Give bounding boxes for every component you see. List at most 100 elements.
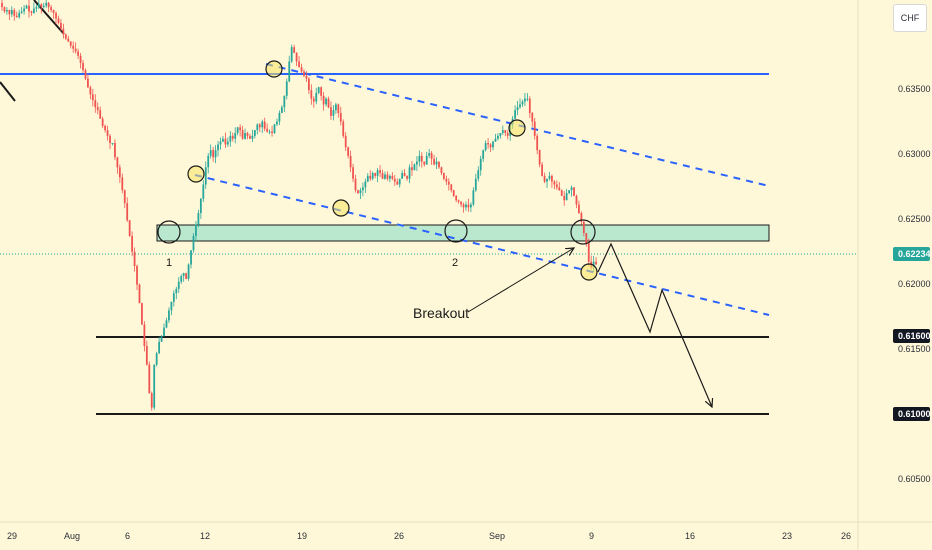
support-zone[interactable]	[156, 224, 770, 242]
candle-body	[418, 155, 421, 162]
projection-path[interactable]	[597, 242, 712, 407]
candle-body	[55, 12, 57, 19]
candle-body	[497, 135, 499, 139]
candle-body	[546, 178, 548, 182]
candle-body	[364, 181, 367, 188]
candle-body	[91, 94, 94, 101]
candle-body	[15, 15, 18, 18]
candle-body	[563, 195, 566, 201]
candle-body	[3, 7, 6, 12]
candle-body	[87, 78, 89, 88]
x-tick-label: 26	[841, 531, 851, 541]
candle-body	[69, 41, 72, 46]
candle-body	[13, 10, 16, 16]
x-tick-label: Sep	[489, 531, 505, 541]
candle-body	[570, 187, 573, 191]
candle-body	[435, 161, 438, 165]
candle-body	[145, 346, 148, 365]
candle-body	[391, 175, 394, 179]
candle-body	[411, 167, 413, 171]
candle-body	[276, 121, 278, 125]
candle-body	[565, 193, 568, 201]
candle-body	[430, 153, 433, 159]
candle-body	[514, 110, 516, 119]
x-tick-label: 29	[7, 531, 17, 541]
candle-body	[271, 131, 273, 134]
candle-body	[290, 47, 293, 62]
channel-upper-line[interactable]	[265, 63, 770, 187]
candle-body	[60, 22, 62, 29]
candle-body	[160, 336, 163, 342]
candle-body	[28, 5, 30, 12]
candle-body	[354, 178, 357, 191]
candle-body	[37, 4, 40, 8]
candle-body	[141, 303, 143, 325]
candle-body	[246, 133, 249, 136]
candle-body	[99, 110, 102, 119]
candle-body	[543, 175, 546, 182]
candle-body	[499, 133, 502, 136]
candle-body	[457, 200, 460, 202]
candle-body	[420, 155, 423, 162]
candle-body	[526, 98, 529, 100]
trendline-left-edge[interactable]	[0, 81, 16, 102]
candle-body	[67, 38, 70, 42]
x-tick-label: 23	[782, 531, 792, 541]
x-tick-label: 9	[589, 531, 594, 541]
candle-body	[249, 135, 251, 139]
label-touch-2: 2	[452, 257, 458, 269]
candle-body	[236, 127, 239, 134]
candle-body	[111, 143, 114, 145]
candle-body	[298, 61, 300, 68]
candle-body	[548, 175, 551, 179]
candle-body	[450, 184, 453, 191]
candles	[1, 0, 598, 411]
candle-body	[30, 11, 33, 13]
currency-button[interactable]: CHF	[893, 4, 927, 32]
candle-body	[573, 187, 575, 196]
y-tick-label: 0.60500	[898, 474, 931, 484]
candle-body	[283, 95, 286, 108]
current-price-tag[interactable]: 0.62234	[893, 247, 931, 261]
y-tick-label: 0.62500	[898, 214, 931, 224]
candle-body	[253, 130, 256, 136]
x-tick-label: 12	[200, 531, 210, 541]
candle-body	[153, 364, 156, 408]
candle-body	[516, 107, 519, 111]
candle-body	[266, 128, 269, 132]
candle-body	[371, 173, 374, 179]
breakout-arrow[interactable]	[467, 248, 574, 313]
candle-body	[241, 130, 244, 139]
candle-body	[531, 112, 534, 122]
candle-body	[528, 98, 531, 113]
candle-body	[47, 2, 50, 8]
candle-body	[482, 150, 485, 159]
candle-body	[136, 266, 138, 285]
candle-body	[551, 175, 553, 182]
candle-body	[320, 87, 323, 96]
label-touch-1: 1	[166, 257, 172, 269]
candle-body	[84, 70, 87, 79]
support-1-price-tag[interactable]: 0.61600	[893, 329, 931, 343]
candle-body	[325, 98, 327, 105]
candle-body	[300, 67, 303, 72]
candle-body	[20, 11, 23, 13]
candle-body	[202, 184, 205, 199]
candle-body	[23, 8, 25, 12]
candle-body	[199, 198, 202, 214]
candle-body	[501, 130, 504, 134]
candle-body	[578, 204, 580, 214]
support-2-price-tag[interactable]: 0.61000	[893, 407, 931, 421]
candle-body	[423, 161, 426, 165]
channel-lower-line[interactable]	[194, 174, 770, 316]
candle-body	[317, 87, 320, 93]
candle-body	[558, 187, 561, 191]
candle-body	[521, 101, 524, 105]
candle-body	[452, 190, 455, 196]
candle-body	[104, 125, 107, 131]
candle-body	[268, 131, 271, 133]
y-tick-label: 0.62000	[898, 279, 931, 289]
candle-body	[133, 251, 136, 267]
